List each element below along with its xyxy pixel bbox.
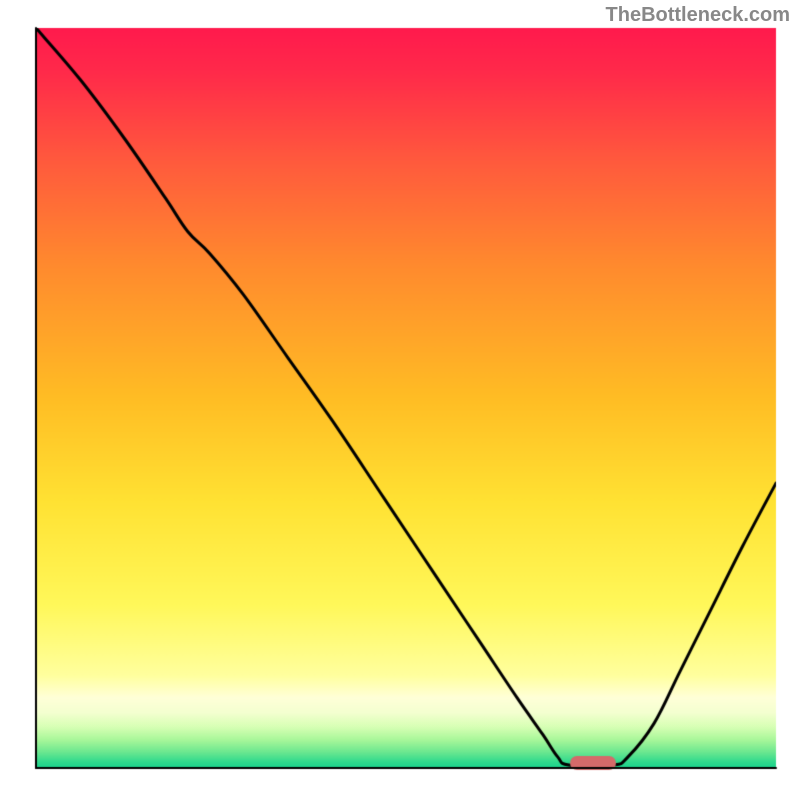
chart-container: { "canvas": { "width": 800, "height": 80… [0, 0, 800, 800]
watermark-text: TheBottleneck.com [606, 4, 790, 27]
bottleneck-chart-canvas [0, 0, 800, 800]
